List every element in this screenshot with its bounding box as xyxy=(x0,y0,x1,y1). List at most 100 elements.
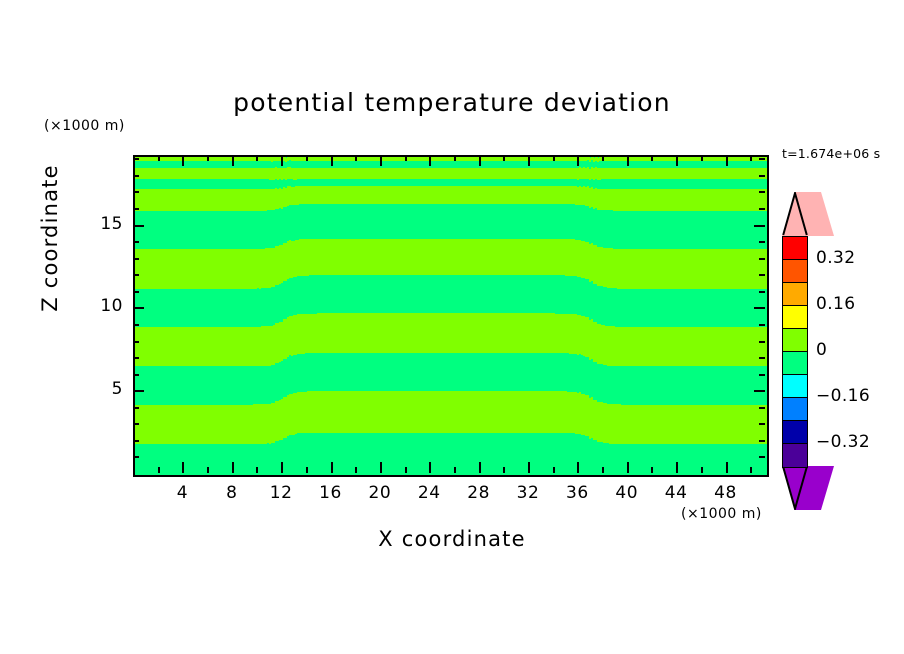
contour-band xyxy=(265,247,268,289)
contour-band xyxy=(267,178,270,189)
contour-band xyxy=(285,157,288,162)
contour-band xyxy=(325,431,328,475)
contour-band xyxy=(411,185,414,205)
contour-band xyxy=(347,157,350,162)
contour-band xyxy=(235,157,238,162)
contour-band xyxy=(151,210,154,249)
x-major-tick-top xyxy=(626,155,629,166)
contour-band xyxy=(291,178,294,187)
contour-band xyxy=(343,274,346,314)
contour-band xyxy=(313,274,316,314)
contour-band xyxy=(237,403,240,445)
contour-band xyxy=(181,210,184,249)
x-minor-tick-top xyxy=(355,155,358,161)
contour-band xyxy=(209,160,212,168)
contour-band xyxy=(177,403,180,445)
contour-band xyxy=(297,275,300,315)
contour-band xyxy=(235,443,238,475)
contour-band xyxy=(153,325,156,367)
contour-band xyxy=(161,365,164,405)
contour-band xyxy=(181,166,184,180)
contour-band xyxy=(253,188,256,211)
y-minor-tick xyxy=(133,423,139,426)
contour-band xyxy=(335,274,338,314)
contour-band xyxy=(223,157,226,162)
contour-band xyxy=(395,160,398,168)
contour-band xyxy=(233,443,236,475)
contour-band xyxy=(233,178,236,190)
contour-band xyxy=(361,390,364,433)
contour-band xyxy=(191,403,194,445)
contour-band xyxy=(295,391,298,434)
contour-band xyxy=(311,203,314,240)
contour-band xyxy=(221,178,224,190)
contour-band xyxy=(175,157,178,162)
contour-band xyxy=(229,365,232,405)
contour-band xyxy=(245,178,248,190)
contour-band xyxy=(353,203,356,239)
contour-band xyxy=(367,178,370,186)
contour-band xyxy=(261,167,264,180)
contour-band xyxy=(277,322,280,363)
contour-band xyxy=(319,185,322,205)
contour-band xyxy=(273,442,276,475)
contour-band xyxy=(175,210,178,249)
contour-band xyxy=(247,403,250,445)
contour-band xyxy=(277,245,280,286)
contour-band xyxy=(305,178,308,186)
contour-band xyxy=(257,443,260,475)
contour-band xyxy=(225,403,228,445)
contour-band xyxy=(143,157,146,162)
contour-band xyxy=(395,157,398,162)
contour-band xyxy=(279,283,282,322)
contour-band xyxy=(409,166,412,180)
contour-band xyxy=(345,390,348,433)
contour-band xyxy=(357,312,360,354)
contour-band xyxy=(159,365,162,405)
contour-band xyxy=(151,178,154,190)
contour-band xyxy=(373,178,376,186)
contour-band xyxy=(251,443,254,475)
contour-band xyxy=(373,238,376,276)
contour-band xyxy=(281,167,284,181)
contour-band xyxy=(207,403,210,445)
contour-band xyxy=(267,157,270,161)
colorbar-label: −0.16 xyxy=(816,386,871,406)
contour-band xyxy=(277,187,280,210)
contour-band xyxy=(193,287,196,327)
contour-band xyxy=(259,248,262,289)
contour-band xyxy=(271,178,274,190)
contour-band xyxy=(193,443,196,475)
contour-band xyxy=(171,166,174,180)
contour-band xyxy=(403,185,406,205)
contour-band xyxy=(215,248,218,289)
contour-band xyxy=(371,160,374,168)
contour-band xyxy=(337,312,340,354)
contour-band xyxy=(279,321,282,362)
contour-band xyxy=(343,312,346,354)
contour-band xyxy=(397,274,400,314)
contour-band xyxy=(179,166,182,180)
contour-band xyxy=(231,287,234,327)
contour-band xyxy=(161,248,164,289)
contour-band xyxy=(379,274,382,314)
contour-band xyxy=(227,157,230,162)
contour-band xyxy=(361,312,364,354)
contour-band xyxy=(139,188,142,211)
contour-band xyxy=(271,160,274,169)
contour-band xyxy=(167,325,170,367)
contour-band xyxy=(181,365,184,405)
contour-band xyxy=(321,185,324,205)
contour-band xyxy=(203,160,206,168)
contour-band xyxy=(185,160,188,168)
contour-band xyxy=(353,185,356,205)
contour-band xyxy=(171,160,174,168)
contour-band xyxy=(293,314,296,356)
contour-band xyxy=(407,431,410,475)
contour-band xyxy=(409,274,412,314)
contour-band xyxy=(351,203,354,239)
contour-band xyxy=(373,185,376,205)
contour-band xyxy=(151,157,154,162)
contour-band xyxy=(209,365,212,405)
contour-band xyxy=(149,178,152,190)
